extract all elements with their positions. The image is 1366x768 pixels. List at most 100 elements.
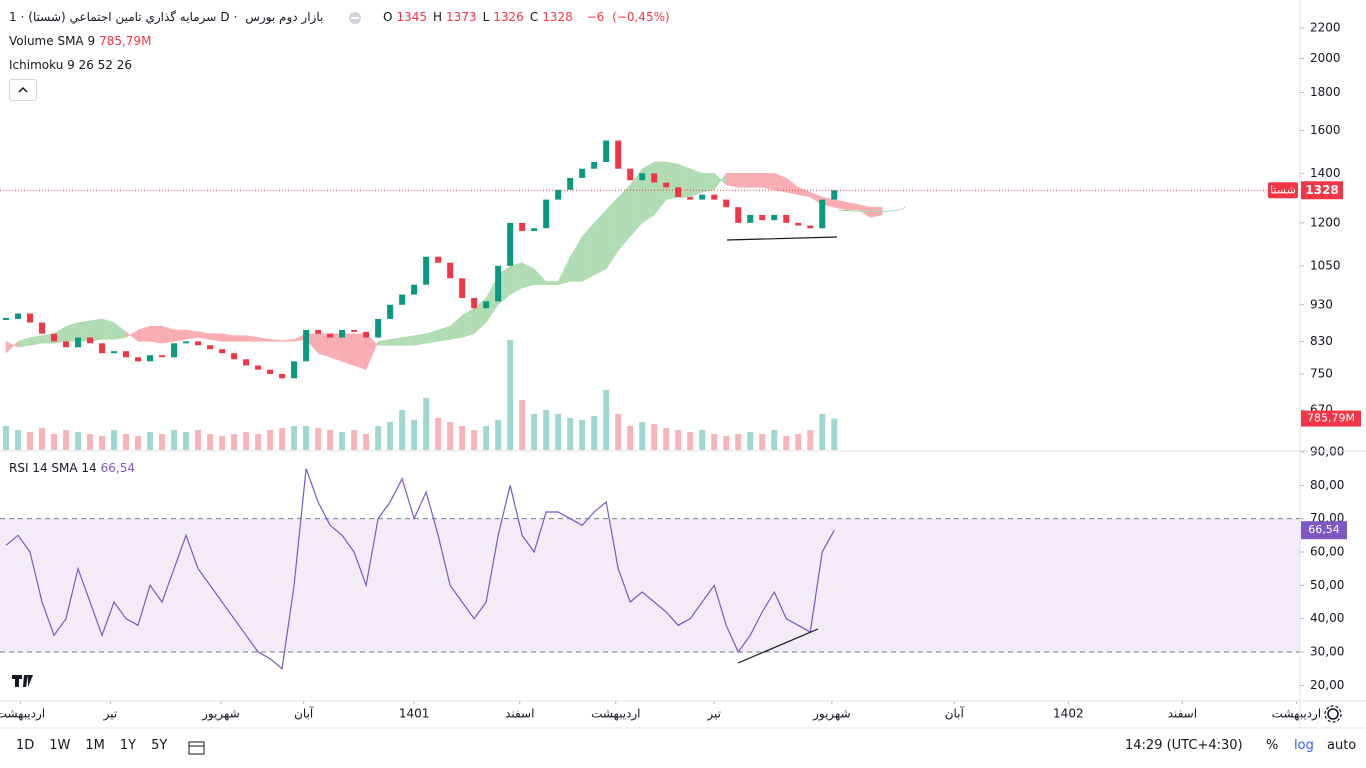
ichimoku-cloud <box>17 337 31 348</box>
volume-bar <box>483 426 490 450</box>
y-tick-label: 830 <box>1310 334 1333 348</box>
volume-bar <box>819 414 826 450</box>
volume-bar <box>543 410 550 450</box>
auto-toggle[interactable]: auto <box>1327 738 1357 753</box>
candle <box>807 225 814 229</box>
volume-bar <box>219 436 226 450</box>
volume-bar <box>75 432 82 450</box>
ichimoku-cloud <box>149 325 163 344</box>
candle <box>699 194 706 200</box>
ichimoku-cloud <box>725 173 739 188</box>
candle <box>327 333 334 338</box>
ohlc-prefix: C <box>529 10 539 24</box>
clock[interactable]: 14:29 (UTC+4:30) <box>1125 738 1243 753</box>
change: −6 <box>586 10 605 24</box>
settings-icon[interactable] <box>1324 705 1342 723</box>
ichimoku-cloud <box>425 329 439 344</box>
rsi-legend[interactable]: RSI 14 SMA 14 66,54 <box>9 461 139 475</box>
volume-bar <box>375 426 382 450</box>
candle <box>375 318 382 338</box>
y-tick-label: 1050 <box>1310 258 1341 272</box>
volume-bar <box>807 430 814 450</box>
range-button[interactable]: 1M <box>85 738 105 753</box>
percent-toggle[interactable]: % <box>1266 738 1279 753</box>
x-tick-label: اردیبهشت <box>1272 707 1321 722</box>
candle <box>459 278 466 298</box>
volume-bar <box>351 430 358 450</box>
candle <box>255 365 262 370</box>
collapse-button[interactable] <box>9 79 37 101</box>
volume-bar <box>519 400 526 450</box>
volume-bar <box>279 428 286 450</box>
ohlc-values: O 1345 H 1373 L 1326 C 1328 <box>383 10 579 24</box>
volume-bar <box>243 432 250 450</box>
candle <box>783 214 790 223</box>
log-toggle[interactable]: log <box>1294 738 1314 753</box>
volume-bar <box>435 418 442 450</box>
volume-bar <box>531 414 538 450</box>
volume-bar <box>567 418 574 450</box>
visibility-icon[interactable] <box>345 11 365 25</box>
candle <box>123 351 130 358</box>
volume-bar <box>507 340 514 450</box>
range-button[interactable]: 1Y <box>119 738 137 753</box>
candle <box>759 214 766 221</box>
range-buttons: 1D 1W 1M 1Y 5Y <box>16 738 182 753</box>
volume-bar <box>747 432 754 450</box>
range-button[interactable]: 5Y <box>151 738 168 753</box>
volume-bar <box>399 410 406 450</box>
volume-bar <box>63 430 70 450</box>
ichimoku-cloud <box>353 333 367 371</box>
y-tick-label: 30,00 <box>1310 645 1344 659</box>
candle <box>339 329 346 338</box>
candle <box>267 369 274 374</box>
volume-bar <box>495 420 502 450</box>
ichimoku-cloud <box>605 196 619 270</box>
candle <box>219 349 226 354</box>
volume-bar <box>291 426 298 450</box>
y-tick-label: 930 <box>1310 297 1333 311</box>
candle <box>519 222 526 231</box>
volume-bar <box>795 434 802 450</box>
ichimoku-legend[interactable]: Ichimoku 9 26 52 26 <box>9 58 136 72</box>
volume-legend[interactable]: Volume SMA 9 785,79M <box>9 34 155 48</box>
trend-line[interactable] <box>737 628 819 664</box>
ichimoku-cloud <box>437 325 451 342</box>
candle <box>279 373 286 379</box>
candle <box>51 333 58 342</box>
rsi-band <box>0 518 1300 652</box>
date-range-icon[interactable] <box>188 740 206 756</box>
x-tick-label: 1402 <box>1053 707 1084 721</box>
range-button[interactable]: 1W <box>49 738 71 753</box>
candle <box>171 343 178 358</box>
candle <box>819 199 826 229</box>
y-tick-label: 20,00 <box>1310 678 1344 692</box>
range-button[interactable]: 1D <box>16 738 35 753</box>
candle <box>351 329 358 332</box>
volume-bar <box>99 436 106 450</box>
symbol-name[interactable]: سرمايه گذاري تامين اجتماعي (شستا) <box>28 10 217 24</box>
candle <box>87 337 94 344</box>
candle <box>447 262 454 279</box>
volume-bar <box>87 434 94 450</box>
y-tick-label: 60,00 <box>1310 545 1344 559</box>
candle <box>231 353 238 360</box>
y-tick-label: 2200 <box>1310 20 1341 34</box>
change-percent: (−0,45%) <box>612 10 670 24</box>
chevron-icon <box>18 86 28 93</box>
x-tick-label: اردیبهشت <box>591 707 640 722</box>
candle <box>579 168 586 178</box>
volume-bar <box>675 430 682 450</box>
trend-line[interactable] <box>726 236 838 241</box>
candle <box>675 187 682 198</box>
chart: 6707508309301050120014001600180020002200… <box>0 0 1366 729</box>
ichimoku-cloud <box>365 333 379 370</box>
candle <box>651 173 658 183</box>
x-tick-label: اسفند <box>1168 707 1197 721</box>
interval[interactable]: 1D <box>9 10 230 24</box>
volume-bar <box>723 436 730 450</box>
volume-bar <box>111 430 118 450</box>
ichimoku-cloud <box>749 173 763 188</box>
x-tick-label: اسفند <box>505 707 534 721</box>
ichimoku-cloud <box>221 333 235 342</box>
